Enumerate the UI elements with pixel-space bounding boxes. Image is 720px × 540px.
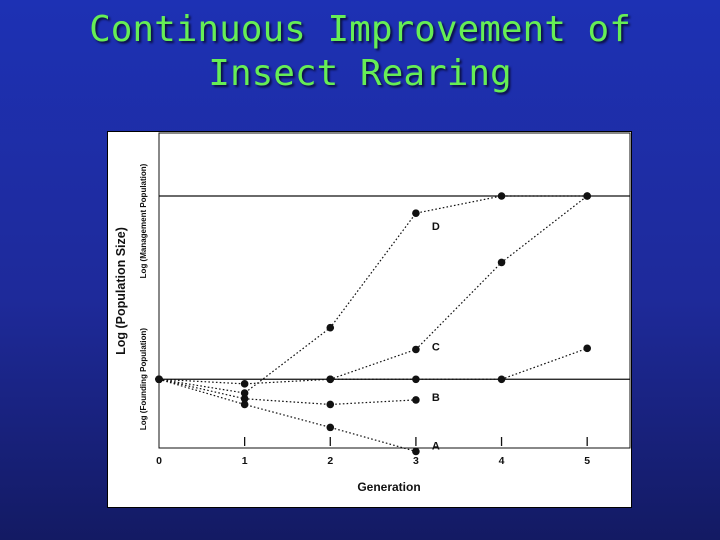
series-line-c	[158, 195, 588, 385]
figure-border	[107, 131, 632, 508]
chart-figure: 0 1 2 3 4 5 A B C D Generation Log (Population S…	[107, 131, 632, 508]
series-label-c: C	[432, 341, 440, 353]
y-axis-label-lower: Log (Founding Population)	[139, 328, 148, 431]
data-point-c-4	[497, 258, 506, 267]
series-label-b: B	[432, 392, 440, 404]
y-axis-label: Log (Population Size)	[114, 227, 128, 355]
data-point-unlabeled-3	[412, 375, 420, 384]
data-point-a-1	[240, 400, 249, 409]
data-point-a-3	[412, 447, 420, 456]
chart-background	[107, 131, 632, 508]
series-line-b	[158, 378, 416, 406]
series-line-a	[158, 378, 417, 453]
y-axis-label-upper: Log (Management Population)	[139, 163, 148, 278]
data-point-d-5	[583, 192, 591, 200]
data-point-c-1	[240, 380, 249, 388]
x-tick-label-2: 2	[327, 455, 333, 467]
data-point-b-1	[240, 394, 249, 403]
data-point-unlabeled-4	[497, 375, 506, 384]
data-point-b-2	[326, 400, 335, 409]
data-point-unlabeled-5	[583, 344, 591, 353]
data-point-d-3	[412, 209, 420, 217]
x-tick-label-1: 1	[242, 455, 248, 467]
data-point-d-0	[155, 375, 163, 384]
slide-title-line-2: Insect Rearing	[208, 53, 512, 94]
data-point-d-1	[240, 389, 249, 397]
data-point-d-2	[326, 323, 335, 332]
x-axis-label: Generation	[357, 480, 420, 494]
data-point-d-4	[497, 192, 506, 200]
series-line-d	[158, 195, 588, 394]
data-point-unlabeled-2	[326, 375, 335, 384]
slide-title-line-1: Continuous Improvement of	[89, 9, 631, 50]
data-point-c-3	[412, 345, 420, 354]
data-point-b-3	[412, 396, 420, 404]
x-tick-label-3: 3	[413, 455, 419, 467]
data-point-a-2	[326, 423, 335, 432]
population-chart: 0 1 2 3 4 5 A B C D Generation Log (Population S…	[107, 131, 632, 508]
x-tick-label-0: 0	[156, 455, 162, 467]
series-label-a: A	[432, 440, 440, 452]
plot-frame	[158, 132, 631, 449]
x-tick-label-4: 4	[499, 455, 505, 467]
series-line-unlabeled	[330, 347, 588, 380]
x-tick-label-5: 5	[584, 455, 590, 467]
slide-title: Continuous Improvement of Insect Rearing	[0, 8, 720, 96]
series-label-d: D	[432, 221, 440, 233]
